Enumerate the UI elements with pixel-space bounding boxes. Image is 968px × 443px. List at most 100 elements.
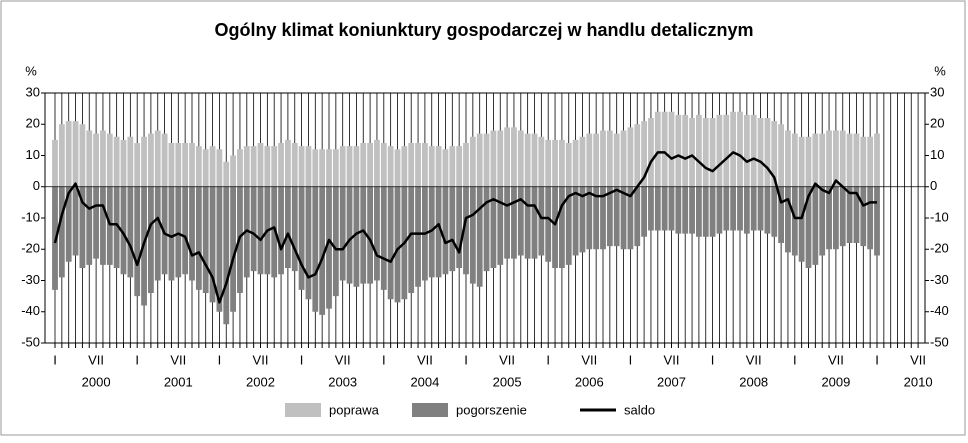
bar	[72, 186, 79, 256]
bar	[449, 146, 456, 187]
bar	[237, 149, 243, 187]
bar	[278, 186, 284, 275]
bar	[456, 186, 463, 268]
y-tick-label: -50	[21, 334, 40, 349]
x-tick-label: I	[382, 352, 386, 367]
bar	[476, 186, 483, 287]
bar	[730, 186, 737, 231]
bar	[696, 114, 702, 187]
year-label: 2004	[410, 374, 439, 389]
bar	[867, 186, 874, 250]
bar	[846, 186, 853, 243]
saldo-line	[53, 151, 877, 304]
bar	[387, 146, 394, 187]
bar	[93, 186, 99, 259]
bar	[374, 139, 380, 187]
bar	[291, 186, 298, 272]
bar	[853, 186, 860, 243]
bar	[182, 143, 189, 187]
y2-tick-label: -20	[930, 241, 949, 256]
bar	[531, 133, 538, 187]
year-label: 2000	[82, 374, 111, 389]
x-tick-label: VII	[746, 352, 762, 367]
bar	[216, 186, 223, 312]
bar	[723, 114, 730, 187]
bar	[497, 186, 504, 265]
bar	[422, 143, 428, 187]
bar	[250, 186, 257, 272]
bar	[175, 186, 182, 278]
x-tick-label: VII	[499, 352, 515, 367]
x-tick-label: I	[464, 352, 468, 367]
bar	[565, 143, 572, 187]
bar	[572, 139, 579, 187]
bar	[805, 136, 812, 187]
bar	[394, 149, 401, 187]
x-tick-label: I	[218, 352, 222, 367]
bar	[305, 186, 312, 300]
bar	[230, 186, 236, 312]
x-tick-label: I	[546, 352, 550, 367]
bar	[572, 186, 579, 256]
bar	[833, 130, 839, 187]
bar	[750, 186, 757, 231]
bar	[654, 111, 661, 187]
bar	[606, 186, 613, 247]
bar	[579, 186, 586, 253]
plot-border	[44, 92, 926, 344]
bar	[202, 149, 209, 187]
bar	[189, 186, 195, 281]
bar	[442, 149, 449, 187]
bar	[367, 143, 373, 187]
bar	[257, 186, 264, 275]
bar	[517, 130, 524, 187]
bar	[161, 133, 168, 187]
bar	[271, 186, 278, 278]
bar	[415, 186, 421, 287]
bar	[668, 111, 675, 187]
bar	[559, 186, 565, 268]
bar	[134, 143, 141, 187]
bar	[490, 130, 497, 187]
bar	[223, 186, 230, 325]
bar	[696, 186, 702, 237]
y2-tick-label: 10	[930, 147, 944, 162]
bar	[463, 143, 469, 187]
bar	[394, 186, 401, 303]
bar	[326, 149, 332, 187]
bar	[791, 133, 798, 187]
bar	[127, 136, 134, 187]
bar	[853, 133, 860, 187]
bar	[154, 186, 161, 281]
bar	[127, 186, 134, 278]
bar	[339, 146, 346, 187]
x-tick-label: I	[135, 352, 139, 367]
bar	[613, 186, 620, 247]
bar	[606, 130, 613, 187]
bar	[812, 186, 819, 265]
bar	[469, 136, 476, 187]
bar	[175, 143, 182, 187]
x-tick-label: VII	[88, 352, 104, 367]
bar	[805, 186, 812, 268]
bar	[839, 130, 846, 187]
bar	[387, 186, 394, 300]
bar	[517, 186, 524, 256]
bar	[689, 118, 695, 187]
bar	[743, 186, 750, 234]
bar	[757, 186, 764, 231]
bar	[428, 146, 435, 187]
x-tick-label: I	[875, 352, 879, 367]
y2-tick-label: 20	[930, 116, 944, 131]
bar	[490, 186, 497, 268]
bar	[380, 143, 387, 187]
x-tick-label: I	[300, 352, 304, 367]
bar	[730, 111, 737, 187]
bar	[408, 186, 415, 293]
bar	[661, 111, 668, 187]
bar	[798, 136, 805, 187]
bar	[524, 186, 531, 259]
bar	[428, 186, 435, 278]
bar	[120, 186, 127, 275]
bar	[538, 186, 545, 256]
